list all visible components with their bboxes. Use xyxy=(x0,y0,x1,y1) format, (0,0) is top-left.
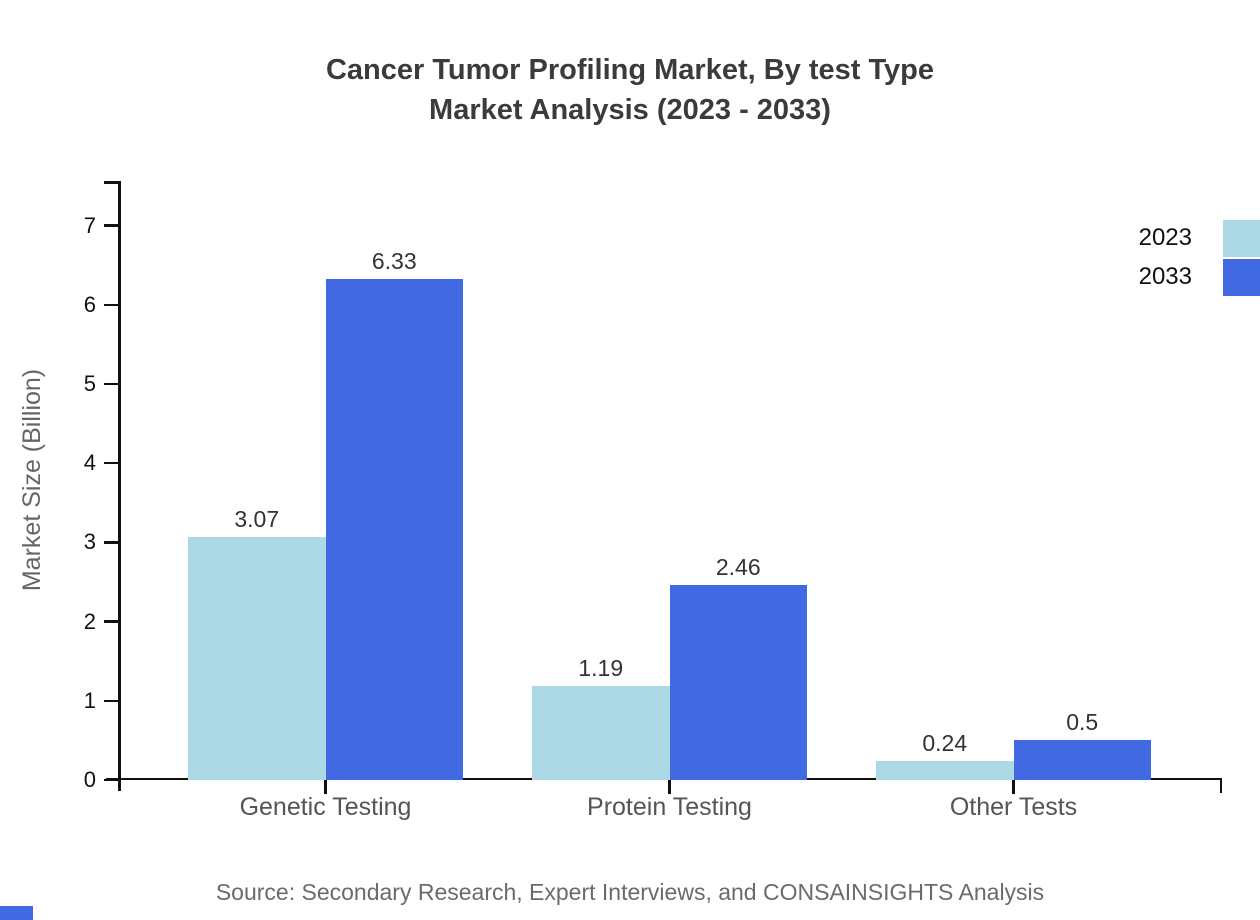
y-tick-label: 2 xyxy=(83,608,96,634)
bar-value-label-2033-genetic-testing: 6.33 xyxy=(371,247,417,274)
y-axis-top-cap xyxy=(104,181,118,184)
bar-value-label-2023-genetic-testing: 3.07 xyxy=(234,505,280,532)
y-tick-label: 3 xyxy=(83,529,96,555)
chart-title-line2: Market Analysis (2023 - 2033) xyxy=(429,94,831,126)
y-tick-mark xyxy=(104,303,118,307)
bar-2033-genetic-testing xyxy=(325,278,463,780)
y-tick-label: 5 xyxy=(83,371,96,396)
bar-2023-other-tests xyxy=(876,760,1014,780)
x-tick-mark xyxy=(1012,780,1015,794)
bar-value-label-2033-other-tests: 0.5 xyxy=(1066,709,1099,736)
x-category-label-genetic-testing: Genetic Testing xyxy=(239,793,412,821)
bar-2033-protein-testing xyxy=(669,585,807,780)
y-tick-mark xyxy=(104,461,118,465)
chart-title: Cancer Tumor Profiling Market, By test T… xyxy=(0,50,1260,130)
y-tick-mark xyxy=(104,778,118,782)
y-tick-label: 1 xyxy=(83,687,96,713)
bar-value-label-2023-other-tests: 0.24 xyxy=(922,729,968,756)
legend-swatch-2023 xyxy=(1223,220,1260,257)
source-note: Source: Secondary Research, Expert Inter… xyxy=(215,879,1045,905)
x-tick-mark xyxy=(668,780,671,794)
y-tick-label: 0 xyxy=(83,767,96,792)
legend-label-2033: 2033 xyxy=(1138,263,1192,290)
x-axis-end-cap xyxy=(1219,780,1222,793)
y-tick-label: 7 xyxy=(83,212,96,238)
bar-2023-protein-testing xyxy=(532,685,670,780)
legend-label-2023: 2023 xyxy=(1138,224,1192,251)
bar-2023-genetic-testing xyxy=(188,536,326,780)
y-tick-mark xyxy=(104,224,118,227)
y-tick-mark xyxy=(104,620,118,623)
y-tick-mark xyxy=(104,699,118,703)
brand-mark xyxy=(0,906,33,920)
y-tick-mark xyxy=(104,541,118,544)
x-category-label-protein-testing: Protein Testing xyxy=(587,793,752,821)
y-tick-mark xyxy=(104,382,118,386)
y-tick-label: 6 xyxy=(83,291,96,317)
y-axis-line xyxy=(118,181,121,791)
bar-value-label-2033-protein-testing: 2.46 xyxy=(715,554,761,581)
chart-title-line1: Cancer Tumor Profiling Market, By test T… xyxy=(325,54,935,86)
bar-2033-other-tests xyxy=(1013,740,1151,780)
x-category-label-other-tests: Other Tests xyxy=(949,793,1078,821)
x-tick-mark xyxy=(324,780,327,794)
bar-value-label-2023-protein-testing: 1.19 xyxy=(578,654,624,681)
legend-swatch-2033 xyxy=(1223,259,1260,296)
y-tick-label: 4 xyxy=(83,450,96,476)
